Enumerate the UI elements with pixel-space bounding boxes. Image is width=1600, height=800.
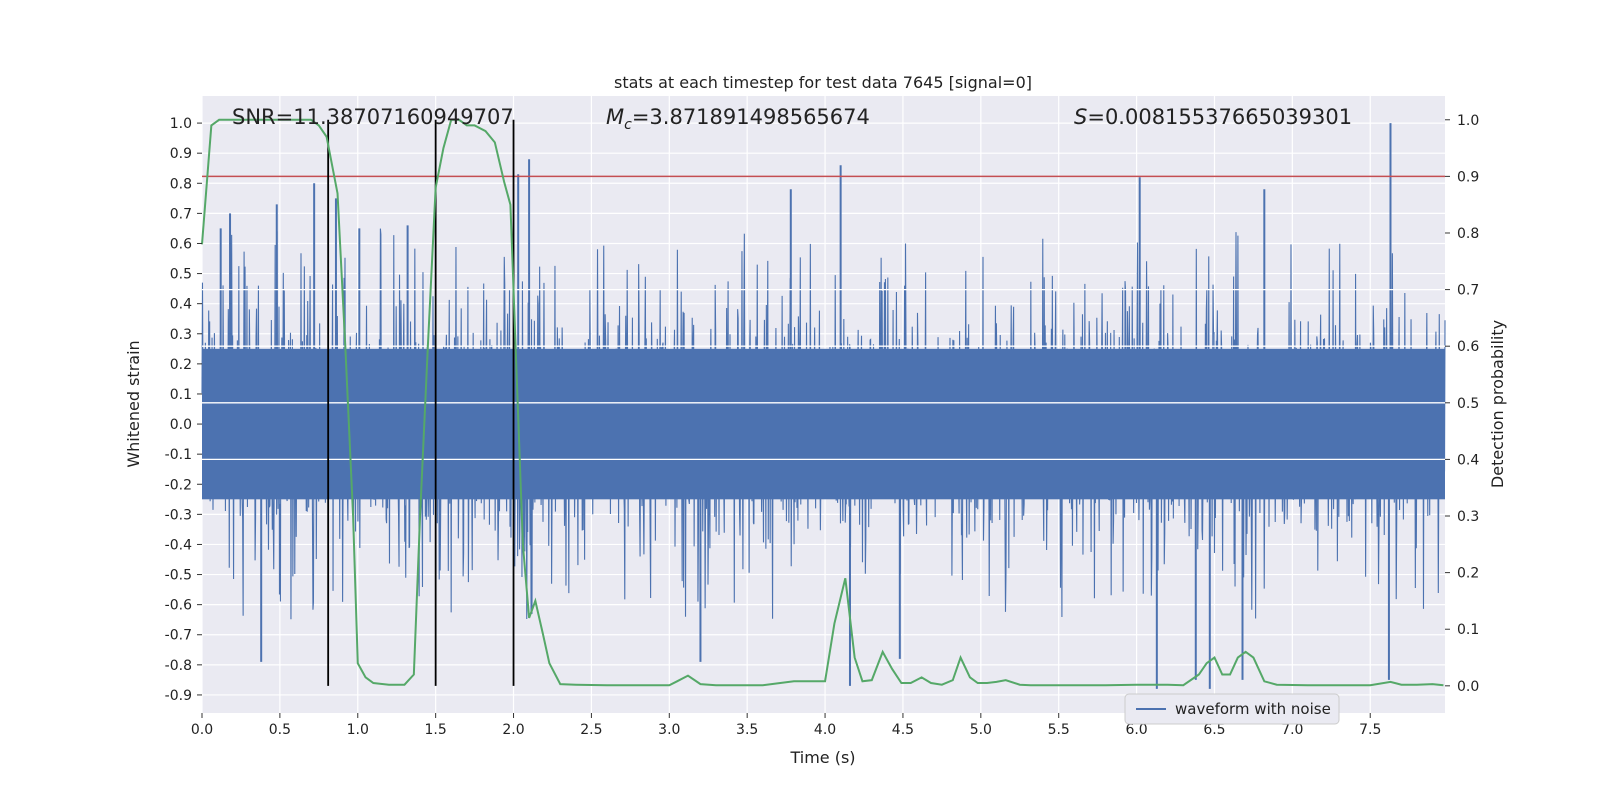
chirp-mass-subscript: c xyxy=(624,117,632,133)
y-right-tick-label: 1.0 xyxy=(1457,113,1479,129)
y-right-tick-label: 0.2 xyxy=(1457,566,1479,582)
x-tick-label: 2.5 xyxy=(580,722,602,738)
y-left-tick-label: 0.1 xyxy=(170,387,192,403)
y-left-tick-label: 0.7 xyxy=(170,206,192,222)
y-left-tick-label: 0.2 xyxy=(170,357,192,373)
s-stat-annotation: S=0.00815537665039301 xyxy=(1074,105,1352,129)
y-right-tick-label: 0.4 xyxy=(1457,452,1479,468)
x-tick-label: 4.0 xyxy=(814,722,836,738)
y-left-tick-label: -0.6 xyxy=(165,598,192,614)
y-left-tick-label: 0.9 xyxy=(170,146,192,162)
waveform-series xyxy=(201,123,1446,689)
vertical-markers xyxy=(327,119,515,686)
x-axis-ticks: 0.0 0.5 1.0 1.5 2.0 2.5 3.0 3.5 4.0 4.5 5.0 5.5 6.0 6… xyxy=(191,713,1381,738)
y-left-tick-label: 0.0 xyxy=(170,417,192,433)
y-right-tick-label: 0.1 xyxy=(1457,622,1479,638)
chirp-mass-annotation: Mc=3.871891498565674 xyxy=(606,105,870,133)
chirp-mass-symbol: M xyxy=(606,105,624,129)
s-stat-symbol: S xyxy=(1074,105,1087,129)
legend-label: waveform with noise xyxy=(1175,700,1331,718)
y-right-tick-label: 0.7 xyxy=(1457,283,1479,299)
x-axis-label: Time (s) xyxy=(789,748,855,767)
chart-title: stats at each timestep for test data 764… xyxy=(614,73,1032,92)
y-left-tick-label: 0.8 xyxy=(170,176,192,192)
y-left-tick-label: 0.6 xyxy=(170,236,192,252)
y-left-tick-label: -0.3 xyxy=(165,507,192,523)
y-right-axis-ticks: 1.0 0.9 0.8 0.7 0.6 0.5 0.4 0.3 0.2 0.1 0.0 xyxy=(1445,113,1479,695)
y-left-axis-ticks: 1.0 0.9 0.8 0.7 0.6 0.5 0.4 0.3 0.2 0.1 0.0 -0.1 -0.… xyxy=(165,116,202,704)
y-left-tick-label: -0.7 xyxy=(165,628,192,644)
y-right-tick-label: 0.3 xyxy=(1457,509,1479,525)
y-left-axis-label: Whitened strain xyxy=(124,340,143,467)
snr-annotation: SNR=11.38707160949707 xyxy=(232,105,514,129)
legend-box xyxy=(1124,693,1340,725)
y-right-tick-label: 0.8 xyxy=(1457,226,1479,242)
y-left-tick-label: -0.8 xyxy=(165,658,192,674)
x-tick-label: 1.0 xyxy=(347,722,369,738)
y-left-tick-label: -0.5 xyxy=(165,568,192,584)
x-tick-label: 7.5 xyxy=(1359,722,1381,738)
x-tick-label: 7.0 xyxy=(1281,722,1303,738)
y-left-tick-label: 0.4 xyxy=(170,297,192,313)
y-right-tick-label: 0.9 xyxy=(1457,169,1479,185)
x-tick-label: 6.0 xyxy=(1125,722,1147,738)
y-left-tick-label: -0.9 xyxy=(165,688,192,704)
x-tick-label: 0.0 xyxy=(191,722,213,738)
waveform-core-band xyxy=(202,348,1445,500)
y-right-tick-label: 0.5 xyxy=(1457,396,1479,412)
x-tick-label: 0.5 xyxy=(269,722,291,738)
detection-probability-line xyxy=(201,118,1444,687)
grid-overlay xyxy=(202,288,1445,461)
x-tick-label: 2.0 xyxy=(502,722,524,738)
x-tick-label: 1.5 xyxy=(425,722,447,738)
y-left-tick-label: 1.0 xyxy=(170,116,192,132)
x-tick-label: 3.0 xyxy=(658,722,680,738)
x-tick-label: 3.5 xyxy=(736,722,758,738)
x-tick-label: 6.5 xyxy=(1203,722,1225,738)
x-tick-label: 5.5 xyxy=(1048,722,1070,738)
y-left-tick-label: 0.3 xyxy=(170,327,192,343)
x-tick-label: 4.5 xyxy=(892,722,914,738)
y-left-tick-label: -0.4 xyxy=(165,537,192,553)
x-tick-label: 5.0 xyxy=(970,722,992,738)
y-left-tick-label: -0.1 xyxy=(165,447,192,463)
legend: waveform with noise xyxy=(1124,693,1340,725)
y-right-tick-label: 0.6 xyxy=(1457,339,1479,355)
chirp-mass-value: =3.871891498565674 xyxy=(632,105,870,129)
y-right-tick-label: 0.0 xyxy=(1457,679,1479,695)
y-left-tick-label: 0.5 xyxy=(170,267,192,283)
y-left-tick-label: -0.2 xyxy=(165,477,192,493)
s-stat-value: =0.00815537665039301 xyxy=(1087,105,1352,129)
y-right-axis-label: Detection probability xyxy=(1488,320,1507,488)
